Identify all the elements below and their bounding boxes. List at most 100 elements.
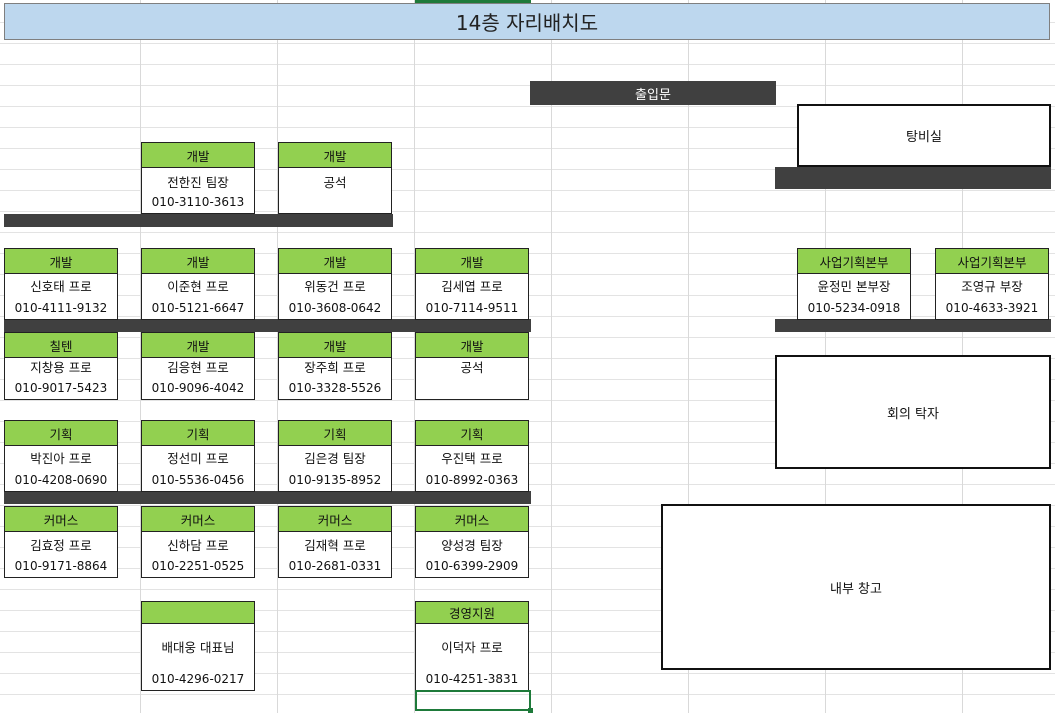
desk[interactable]: 기획 정선미 프로 010-5536-0456 [141,420,255,492]
desk-name: 신호태 프로 [30,278,92,294]
desk-phone: 010-8992-0363 [425,473,519,487]
desk-name: 김재혁 프로 [304,537,366,553]
desk-dept: 기획 [5,421,117,446]
desk-dept: 개발 [416,333,528,358]
desk-phone: 010-9096-4042 [151,381,245,395]
desk[interactable]: 커머스 신하담 프로 010-2251-0525 [141,506,255,578]
pantry-room: 탕비실 [797,104,1051,167]
desk[interactable]: 개발 이준현 프로 010-5121-6647 [141,248,255,320]
desk-phone [416,379,528,397]
desk[interactable]: 개발 공석 [415,332,529,400]
desk-phone: 010-2251-0525 [151,559,245,573]
desk-name: 박진아 프로 [30,450,92,466]
page-title: 14층 자리배치도 [4,3,1050,40]
desk-name: 신하담 프로 [167,537,229,553]
entrance-bar: 출입문 [530,81,776,105]
desk[interactable]: 개발 장주희 프로 010-3328-5526 [278,332,392,400]
partition [775,319,1051,332]
desk-name: 전한진 팀장 [167,174,229,190]
desk[interactable]: 경영지원 이덕자 프로 010-4251-3831 [415,601,529,691]
desk-dept: 개발 [5,249,117,274]
desk-dept: 기획 [142,421,254,446]
desk-name: 이덕자 프로 [441,639,503,655]
desk-dept: 개발 [142,143,254,168]
selected-cell[interactable] [415,690,533,713]
storage-label: 내부 창고 [830,581,882,597]
desk-name: 김세엽 프로 [441,278,503,294]
desk-dept: 경영지원 [416,602,528,624]
desk[interactable]: 기획 박진아 프로 010-4208-0690 [4,420,118,492]
desk-name: 윤정민 본부장 [817,278,891,294]
desk-dept: 기획 [416,421,528,446]
desk[interactable]: 개발 신호태 프로 010-4111-9132 [4,248,118,320]
desk[interactable]: 개발 공석 [278,142,392,214]
desk-phone: 010-5121-6647 [151,301,245,315]
partition [4,491,531,504]
desk-name: 장주희 프로 [304,359,366,375]
desk-dept: 사업기획본부 [936,249,1048,274]
desk[interactable]: 기획 우진택 프로 010-8992-0363 [415,420,529,492]
desk-phone: 010-7114-9511 [425,301,519,315]
desk[interactable]: 커머스 김재혁 프로 010-2681-0331 [278,506,392,578]
storage-room: 내부 창고 [661,504,1051,670]
desk-name: 공석 [323,174,347,190]
desk-name: 공석 [460,359,484,375]
desk-dept: 커머스 [279,507,391,532]
desk-dept: 사업기획본부 [798,249,910,274]
desk-dept: 커머스 [416,507,528,532]
desk-phone: 010-3608-0642 [288,301,382,315]
desk-phone: 010-4111-9132 [14,301,108,315]
meeting-table-label: 회의 탁자 [887,406,939,422]
pantry-partition [775,167,1051,189]
desk[interactable]: 기획 김은경 팀장 010-9135-8952 [278,420,392,492]
desk-dept [142,602,254,624]
desk-dept: 개발 [279,249,391,274]
desk-phone: 010-4251-3831 [425,672,519,686]
desk-phone: 010-9017-5423 [14,381,108,395]
desk-phone: 010-4633-3921 [945,301,1039,315]
desk-dept: 칠텐 [5,333,117,358]
desk-name: 김응현 프로 [167,359,229,375]
meeting-table: 회의 탁자 [775,355,1051,469]
desk[interactable]: 사업기획본부 윤정민 본부장 010-5234-0918 [797,248,911,320]
desk-phone: 010-6399-2909 [425,559,519,573]
desk-dept: 개발 [416,249,528,274]
desk-phone: 010-5536-0456 [151,473,245,487]
desk-name: 김은경 팀장 [304,450,366,466]
desk-phone: 010-4208-0690 [14,473,108,487]
desk-name: 우진택 프로 [441,450,503,466]
desk-phone: 010-5234-0918 [807,301,901,315]
desk[interactable]: 커머스 양성경 팀장 010-6399-2909 [415,506,529,578]
desk[interactable]: 개발 전한진 팀장 010-3110-3613 [141,142,255,214]
desk-dept: 기획 [279,421,391,446]
pantry-label: 탕비실 [906,130,942,145]
desk-name: 김효정 프로 [30,537,92,553]
desk[interactable]: 칠텐 지창용 프로 010-9017-5423 [4,332,118,400]
partition [4,319,531,332]
desk-dept: 개발 [279,333,391,358]
desk-phone: 010-9135-8952 [288,473,382,487]
desk-name: 이준현 프로 [167,278,229,294]
desk-name: 배대웅 대표님 [161,639,235,655]
desk[interactable]: 개발 위동건 프로 010-3608-0642 [278,248,392,320]
desk-name: 양성경 팀장 [441,537,503,553]
desk-phone: 010-3110-3613 [151,195,245,209]
desk-ceo[interactable]: 배대웅 대표님 010-4296-0217 [141,601,255,691]
desk[interactable]: 개발 김응현 프로 010-9096-4042 [141,332,255,400]
desk-phone [279,193,391,211]
desk[interactable]: 사업기획본부 조영규 부장 010-4633-3921 [935,248,1049,320]
desk-dept: 개발 [279,143,391,168]
desk-dept: 커머스 [142,507,254,532]
desk-name: 조영규 부장 [961,278,1023,294]
desk-name: 지창용 프로 [30,359,92,375]
desk-dept: 개발 [142,333,254,358]
desk-name: 위동건 프로 [304,278,366,294]
desk-phone: 010-2681-0331 [288,559,382,573]
desk[interactable]: 개발 김세엽 프로 010-7114-9511 [415,248,529,320]
entrance-label: 출입문 [635,87,671,103]
desk-dept: 개발 [142,249,254,274]
desk[interactable]: 커머스 김효정 프로 010-9171-8864 [4,506,118,578]
desk-phone: 010-3328-5526 [288,381,382,395]
desk-phone: 010-4296-0217 [151,672,245,686]
partition [4,214,393,227]
